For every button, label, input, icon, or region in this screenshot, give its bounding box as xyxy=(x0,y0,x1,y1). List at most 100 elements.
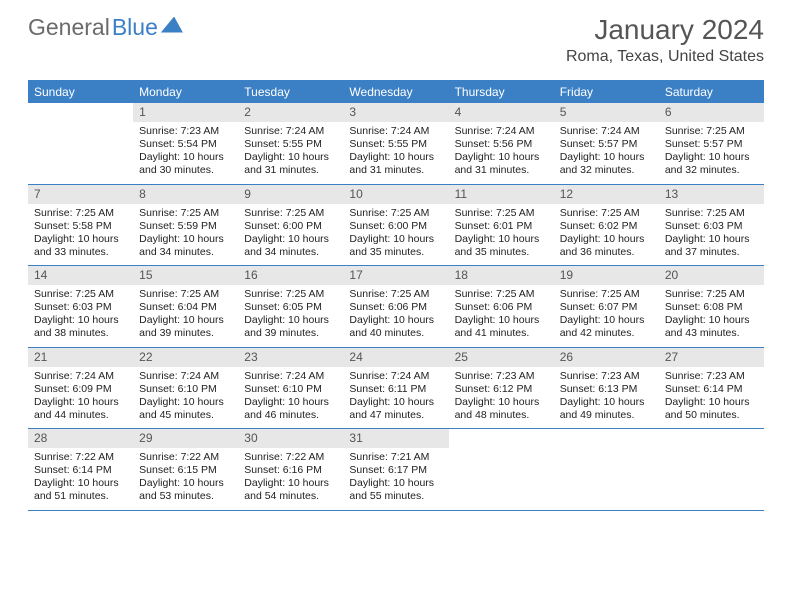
day-daylight2: and 34 minutes. xyxy=(240,246,341,259)
weekday-sunday: Sunday xyxy=(28,81,133,103)
day-sunrise: Sunrise: 7:23 AM xyxy=(661,370,762,383)
day-sunset: Sunset: 6:14 PM xyxy=(30,464,131,477)
day-daylight1: Daylight: 10 hours xyxy=(240,396,341,409)
day-number: 14 xyxy=(28,266,133,285)
day-sunrise: Sunrise: 7:24 AM xyxy=(135,370,236,383)
day-sunset: Sunset: 5:59 PM xyxy=(135,220,236,233)
day-sunrise: Sunrise: 7:24 AM xyxy=(451,125,552,138)
calendar: SundayMondayTuesdayWednesdayThursdayFrid… xyxy=(28,80,764,511)
day-sunrise: Sunrise: 7:24 AM xyxy=(556,125,657,138)
day-daylight2: and 37 minutes. xyxy=(661,246,762,259)
day-sunset: Sunset: 5:57 PM xyxy=(556,138,657,151)
day-cell: 9Sunrise: 7:25 AMSunset: 6:00 PMDaylight… xyxy=(238,185,343,266)
day-cell: 15Sunrise: 7:25 AMSunset: 6:04 PMDayligh… xyxy=(133,266,238,347)
day-sunset: Sunset: 6:12 PM xyxy=(451,383,552,396)
day-sunrise: Sunrise: 7:23 AM xyxy=(556,370,657,383)
day-sunrise: Sunrise: 7:25 AM xyxy=(240,288,341,301)
day-sunset: Sunset: 6:06 PM xyxy=(345,301,446,314)
weekday-wednesday: Wednesday xyxy=(343,81,448,103)
weekday-tuesday: Tuesday xyxy=(238,81,343,103)
calendar-weeks: .1Sunrise: 7:23 AMSunset: 5:54 PMDayligh… xyxy=(28,103,764,511)
day-number: 18 xyxy=(449,266,554,285)
day-daylight1: Daylight: 10 hours xyxy=(30,477,131,490)
day-cell: 22 Sunrise: 7:24 AMSunset: 6:10 PMDayligh… xyxy=(133,348,238,429)
day-number: 3 xyxy=(343,103,448,122)
day-daylight2: and 32 minutes. xyxy=(556,164,657,177)
day-number: 31 xyxy=(343,429,448,448)
day-number: 25 xyxy=(449,348,554,367)
day-sunset: Sunset: 6:07 PM xyxy=(556,301,657,314)
week-row: 21Sunrise: 7:24 AMSunset: 6:09 PMDayligh… xyxy=(28,348,764,430)
day-daylight1: Daylight: 10 hours xyxy=(451,151,552,164)
day-sunset: Sunset: 5:57 PM xyxy=(661,138,762,151)
day-daylight1: Daylight: 10 hours xyxy=(135,314,236,327)
day-daylight2: and 30 minutes. xyxy=(135,164,236,177)
day-sunset: Sunset: 6:04 PM xyxy=(135,301,236,314)
day-number: 2 xyxy=(238,103,343,122)
day-cell-empty: . xyxy=(28,103,133,184)
day-sunrise: Sunrise: 7:22 AM xyxy=(30,451,131,464)
day-daylight1: Daylight: 10 hours xyxy=(345,233,446,246)
weekday-saturday: Saturday xyxy=(659,81,764,103)
day-daylight1: Daylight: 10 hours xyxy=(30,233,131,246)
day-daylight2: and 43 minutes. xyxy=(661,327,762,340)
day-cell: 29Sunrise: 7:22 AMSunset: 6:15 PMDayligh… xyxy=(133,429,238,510)
day-number: 23 xyxy=(238,348,343,367)
day-sunset: Sunset: 6:11 PM xyxy=(345,383,446,396)
day-sunset: Sunset: 5:55 PM xyxy=(240,138,341,151)
day-daylight2: and 35 minutes. xyxy=(451,246,552,259)
day-number: 13 xyxy=(659,185,764,204)
logo: GeneralBlue xyxy=(28,14,183,41)
day-sunrise: Sunrise: 7:25 AM xyxy=(661,125,762,138)
day-sunset: Sunset: 6:10 PM xyxy=(135,383,236,396)
day-daylight1: Daylight: 10 hours xyxy=(135,477,236,490)
day-cell: 7Sunrise: 7:25 AMSunset: 5:58 PMDaylight… xyxy=(28,185,133,266)
logo-triangle-icon xyxy=(161,17,183,33)
day-sunset: Sunset: 6:03 PM xyxy=(30,301,131,314)
day-sunset: Sunset: 6:00 PM xyxy=(345,220,446,233)
day-sunrise: Sunrise: 7:23 AM xyxy=(135,125,236,138)
day-cell: 16Sunrise: 7:25 AMSunset: 6:05 PMDayligh… xyxy=(238,266,343,347)
day-cell: 27Sunrise: 7:23 AMSunset: 6:14 PMDayligh… xyxy=(659,348,764,429)
day-daylight1: Daylight: 10 hours xyxy=(240,233,341,246)
day-daylight2: and 54 minutes. xyxy=(240,490,341,503)
day-daylight1: Daylight: 10 hours xyxy=(30,396,131,409)
day-sunrise: Sunrise: 7:25 AM xyxy=(661,207,762,220)
day-number: 24 xyxy=(343,348,448,367)
day-sunset: Sunset: 6:01 PM xyxy=(451,220,552,233)
day-number: 26 xyxy=(554,348,659,367)
day-daylight2: and 38 minutes. xyxy=(30,327,131,340)
day-sunset: Sunset: 6:08 PM xyxy=(661,301,762,314)
day-sunset: Sunset: 5:55 PM xyxy=(345,138,446,151)
day-number: 27 xyxy=(659,348,764,367)
title-block: January 2024 Roma, Texas, United States xyxy=(566,14,764,66)
day-sunrise: Sunrise: 7:22 AM xyxy=(240,451,341,464)
day-number: 19 xyxy=(554,266,659,285)
week-row: 7Sunrise: 7:25 AMSunset: 5:58 PMDaylight… xyxy=(28,185,764,267)
day-number: 22 xyxy=(133,348,238,367)
week-row: 14Sunrise: 7:25 AMSunset: 6:03 PMDayligh… xyxy=(28,266,764,348)
day-sunrise: Sunrise: 7:25 AM xyxy=(240,207,341,220)
day-cell: 10Sunrise: 7:25 AMSunset: 6:00 PMDayligh… xyxy=(343,185,448,266)
weekday-thursday: Thursday xyxy=(449,81,554,103)
day-daylight1: Daylight: 10 hours xyxy=(240,314,341,327)
day-daylight1: Daylight: 10 hours xyxy=(661,233,762,246)
day-sunrise: Sunrise: 7:25 AM xyxy=(451,288,552,301)
day-sunrise: Sunrise: 7:25 AM xyxy=(30,288,131,301)
day-sunset: Sunset: 6:10 PM xyxy=(240,383,341,396)
day-daylight1: Daylight: 10 hours xyxy=(135,151,236,164)
day-daylight2: and 32 minutes. xyxy=(661,164,762,177)
day-daylight2: and 33 minutes. xyxy=(30,246,131,259)
day-number: 9 xyxy=(238,185,343,204)
day-sunrise: Sunrise: 7:25 AM xyxy=(451,207,552,220)
day-cell: 6Sunrise: 7:25 AMSunset: 5:57 PMDaylight… xyxy=(659,103,764,184)
day-daylight2: and 49 minutes. xyxy=(556,409,657,422)
day-number: 30 xyxy=(238,429,343,448)
day-cell: 18Sunrise: 7:25 AMSunset: 6:06 PMDayligh… xyxy=(449,266,554,347)
day-cell: 17Sunrise: 7:25 AMSunset: 6:06 PMDayligh… xyxy=(343,266,448,347)
day-daylight2: and 31 minutes. xyxy=(240,164,341,177)
day-daylight2: and 47 minutes. xyxy=(345,409,446,422)
day-daylight1: Daylight: 10 hours xyxy=(451,314,552,327)
day-daylight1: Daylight: 10 hours xyxy=(135,396,236,409)
day-daylight1: Daylight: 10 hours xyxy=(135,233,236,246)
